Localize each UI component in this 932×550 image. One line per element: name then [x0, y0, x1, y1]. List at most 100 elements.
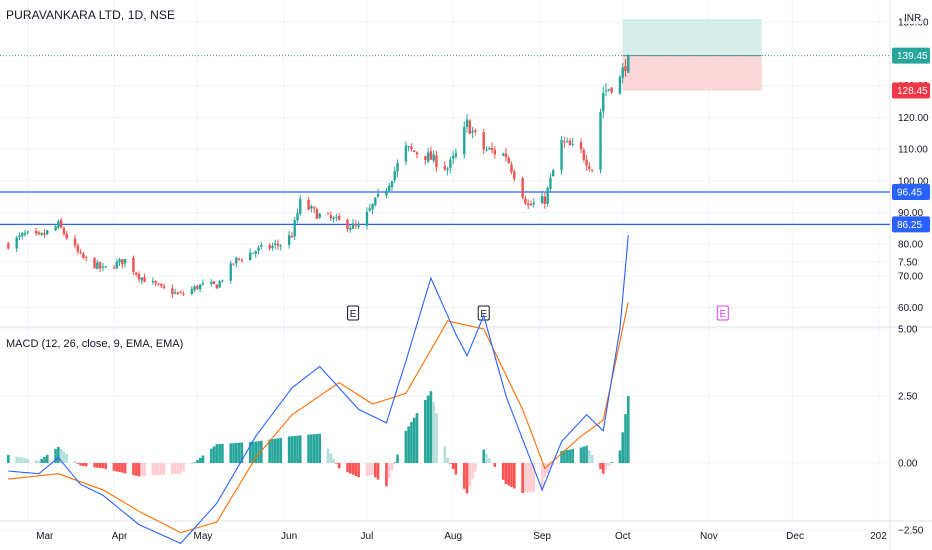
histogram-bar [446, 457, 449, 463]
candle-body [624, 66, 627, 71]
candle-body [7, 243, 10, 249]
candle [221, 279, 224, 283]
candle [582, 147, 585, 163]
time-axis-tick: Jun [281, 531, 297, 542]
candle [84, 256, 88, 262]
histogram-bar [449, 463, 452, 464]
candle-body [513, 171, 516, 180]
candle [571, 137, 574, 147]
candle-body [215, 284, 219, 289]
candle [121, 259, 124, 269]
candle [229, 260, 232, 284]
histogram-bar [337, 463, 341, 469]
candle [454, 148, 458, 159]
candle [26, 230, 29, 235]
candle [365, 207, 369, 230]
candle [193, 285, 196, 293]
candle-body [501, 153, 505, 156]
candle-body [290, 235, 294, 238]
candle-body [565, 141, 569, 143]
macd-axis-tick: −2.50 [898, 526, 924, 537]
histogram-bar [468, 463, 472, 487]
candle [443, 161, 446, 172]
candle [76, 243, 80, 255]
candle [57, 219, 60, 230]
time-axis-tick: Nov [700, 531, 718, 542]
histogram-bar [73, 460, 77, 463]
candle-body [112, 267, 116, 269]
histogram-bar [59, 449, 63, 463]
candle [393, 166, 396, 184]
histogram-bar [348, 463, 352, 474]
candle [388, 182, 391, 193]
candle [296, 208, 299, 224]
histogram-bar [123, 463, 127, 474]
histogram-bar [298, 435, 302, 463]
candle-body [21, 233, 24, 237]
candle [349, 224, 352, 233]
histogram-bar [329, 453, 333, 463]
candle-body [229, 263, 232, 281]
candle-body [235, 257, 238, 264]
price-tag-box [892, 47, 930, 64]
candle [157, 282, 160, 286]
candle-body [251, 252, 255, 254]
histogram-bar [96, 463, 99, 468]
candle-body [471, 131, 474, 133]
candle [488, 146, 491, 151]
candle [154, 280, 157, 287]
histogram-bar [215, 444, 219, 463]
candle-body [599, 111, 602, 170]
candle-body [435, 155, 438, 168]
candle [610, 86, 613, 95]
candle [563, 136, 566, 149]
candle [190, 286, 194, 296]
histogram-bar [482, 449, 486, 463]
candle-body [490, 147, 494, 151]
candle [357, 221, 360, 230]
candle [182, 291, 185, 296]
histogram-bar [82, 463, 85, 467]
histogram-bar [376, 463, 380, 480]
candle-body [335, 216, 338, 218]
candle-body [443, 166, 446, 170]
candle [507, 155, 510, 164]
time-axis-tick: May [193, 531, 212, 542]
candle [329, 211, 333, 222]
candle [588, 162, 591, 172]
candle [540, 190, 544, 204]
candle [201, 279, 205, 286]
price-tag: 128.45 [892, 82, 930, 99]
candle-body [465, 119, 469, 128]
histogram-bar [315, 433, 319, 463]
candle [310, 204, 313, 213]
histogram-bar [396, 454, 399, 463]
histogram-bar [34, 460, 38, 463]
candle-body [579, 142, 583, 150]
histogram-bar [415, 413, 419, 463]
candle [424, 155, 427, 166]
candle-body [432, 154, 435, 161]
candle-body [312, 207, 316, 209]
time-axis-tick: Apr [112, 531, 128, 542]
candle-body [182, 293, 185, 295]
histogram-bar [140, 463, 144, 477]
candle [212, 281, 216, 285]
candle-body [521, 178, 524, 198]
price-axis-tick: 100.00 [898, 176, 929, 187]
candle [413, 149, 416, 153]
candle [326, 212, 330, 215]
histogram-bar [193, 462, 196, 464]
candle-body [549, 177, 552, 189]
candle [112, 264, 116, 270]
candle [79, 248, 82, 255]
candle-body [388, 185, 391, 191]
candle-body [240, 259, 244, 261]
candle [132, 255, 135, 275]
histogram-bar [507, 463, 511, 486]
histogram-bar [351, 463, 355, 475]
candle [137, 271, 141, 283]
candle [249, 248, 252, 261]
candle-body [62, 228, 66, 234]
